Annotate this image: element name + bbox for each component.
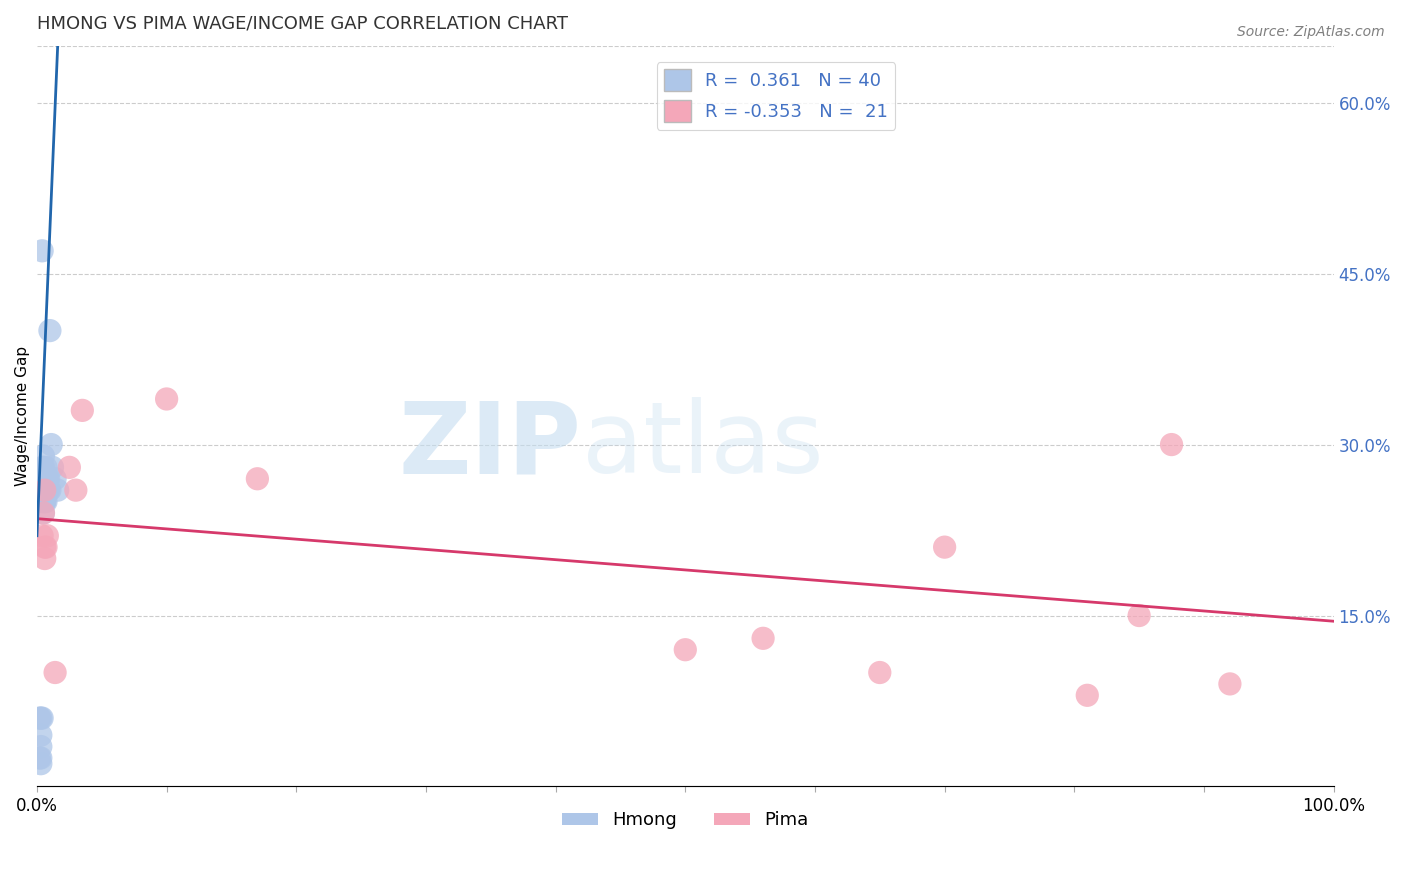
Point bbox=[32, 449, 55, 463]
Point bbox=[35, 472, 58, 486]
Point bbox=[34, 483, 56, 498]
Point bbox=[32, 494, 55, 508]
Text: Source: ZipAtlas.com: Source: ZipAtlas.com bbox=[1237, 25, 1385, 39]
Text: atlas: atlas bbox=[582, 397, 823, 494]
Point bbox=[38, 472, 60, 486]
Point bbox=[41, 460, 63, 475]
Point bbox=[38, 324, 60, 338]
Point bbox=[934, 540, 956, 554]
Point bbox=[38, 483, 60, 498]
Point bbox=[46, 483, 69, 498]
Point bbox=[31, 529, 53, 543]
Y-axis label: Wage/Income Gap: Wage/Income Gap bbox=[15, 346, 30, 486]
Point bbox=[28, 751, 51, 765]
Point bbox=[44, 472, 66, 486]
Point bbox=[30, 739, 52, 754]
Point bbox=[65, 483, 87, 498]
Point bbox=[34, 540, 56, 554]
Point bbox=[37, 472, 59, 486]
Legend: Hmong, Pima: Hmong, Pima bbox=[555, 805, 815, 837]
Point bbox=[34, 494, 56, 508]
Point bbox=[34, 483, 56, 498]
Point bbox=[32, 483, 55, 498]
Point bbox=[37, 483, 59, 498]
Point bbox=[246, 472, 269, 486]
Point bbox=[31, 472, 53, 486]
Point bbox=[31, 244, 53, 258]
Text: ZIP: ZIP bbox=[399, 397, 582, 494]
Point bbox=[32, 460, 55, 475]
Point bbox=[28, 711, 51, 725]
Point bbox=[38, 483, 60, 498]
Point bbox=[58, 460, 80, 475]
Point bbox=[31, 483, 53, 498]
Point bbox=[32, 506, 55, 520]
Point bbox=[32, 472, 55, 486]
Point bbox=[44, 665, 66, 680]
Point bbox=[673, 642, 696, 657]
Point bbox=[37, 529, 59, 543]
Point bbox=[31, 711, 53, 725]
Point bbox=[30, 751, 52, 765]
Point bbox=[35, 483, 58, 498]
Point bbox=[30, 711, 52, 725]
Text: HMONG VS PIMA WAGE/INCOME GAP CORRELATION CHART: HMONG VS PIMA WAGE/INCOME GAP CORRELATIO… bbox=[37, 15, 568, 33]
Point bbox=[32, 494, 55, 508]
Point bbox=[72, 403, 94, 417]
Point bbox=[1076, 688, 1098, 702]
Point bbox=[1160, 437, 1182, 451]
Point bbox=[35, 460, 58, 475]
Point bbox=[35, 494, 58, 508]
Point bbox=[34, 483, 56, 498]
Point bbox=[39, 437, 62, 451]
Point bbox=[1219, 677, 1241, 691]
Point bbox=[32, 483, 55, 498]
Point bbox=[31, 460, 53, 475]
Point bbox=[32, 506, 55, 520]
Point bbox=[34, 494, 56, 508]
Point bbox=[34, 472, 56, 486]
Point bbox=[34, 551, 56, 566]
Point bbox=[30, 728, 52, 742]
Point bbox=[30, 756, 52, 771]
Point bbox=[1128, 608, 1150, 623]
Point bbox=[35, 540, 58, 554]
Point bbox=[31, 494, 53, 508]
Point bbox=[752, 632, 775, 646]
Point bbox=[869, 665, 891, 680]
Point bbox=[156, 392, 179, 406]
